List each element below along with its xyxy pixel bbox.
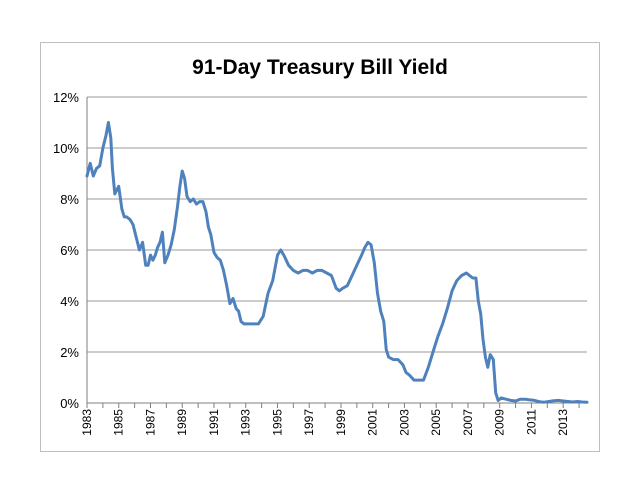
x-tick-label: 2001 bbox=[366, 409, 380, 436]
x-tick-label: 1987 bbox=[143, 409, 157, 436]
y-tick-label: 12% bbox=[53, 90, 79, 105]
series-line bbox=[85, 121, 589, 404]
x-tick-label: 1991 bbox=[207, 409, 221, 436]
chart-title: 91-Day Treasury Bill Yield bbox=[192, 56, 448, 79]
x-tick-label: 2011 bbox=[524, 409, 538, 435]
x-tick-label: 1993 bbox=[239, 409, 253, 436]
axes bbox=[86, 97, 587, 408]
x-tick-label: 1995 bbox=[270, 409, 284, 436]
x-tick-label: 1999 bbox=[334, 409, 348, 436]
y-tick-label: 10% bbox=[53, 141, 79, 156]
y-axis-tick-labels: 0% 2% 4% 6% 8% 10% 12% bbox=[53, 90, 79, 411]
x-tick-label: 2013 bbox=[556, 409, 570, 436]
series-group bbox=[85, 121, 589, 404]
y-tick-label: 4% bbox=[60, 294, 79, 309]
gridlines bbox=[87, 96, 587, 353]
x-tick-label: 1985 bbox=[112, 409, 126, 436]
x-tick-label: 1983 bbox=[80, 409, 94, 436]
y-tick-label: 6% bbox=[60, 243, 79, 258]
x-tick-label: 1989 bbox=[175, 409, 189, 436]
x-tick-label: 2009 bbox=[493, 409, 507, 436]
x-tick-label: 2003 bbox=[397, 409, 411, 436]
x-tick-label: 2005 bbox=[429, 409, 443, 436]
y-tick-label: 0% bbox=[60, 396, 79, 411]
y-tick-label: 8% bbox=[60, 192, 79, 207]
x-tick-label: 1997 bbox=[302, 409, 316, 436]
x-axis-tick-labels: 1983 1985 1987 1989 1991 1993 1995 1997 1999 2001… bbox=[80, 409, 570, 436]
chart-frame bbox=[40, 42, 600, 452]
y-tick-label: 2% bbox=[60, 345, 79, 360]
x-tick-label: 2007 bbox=[461, 409, 475, 436]
